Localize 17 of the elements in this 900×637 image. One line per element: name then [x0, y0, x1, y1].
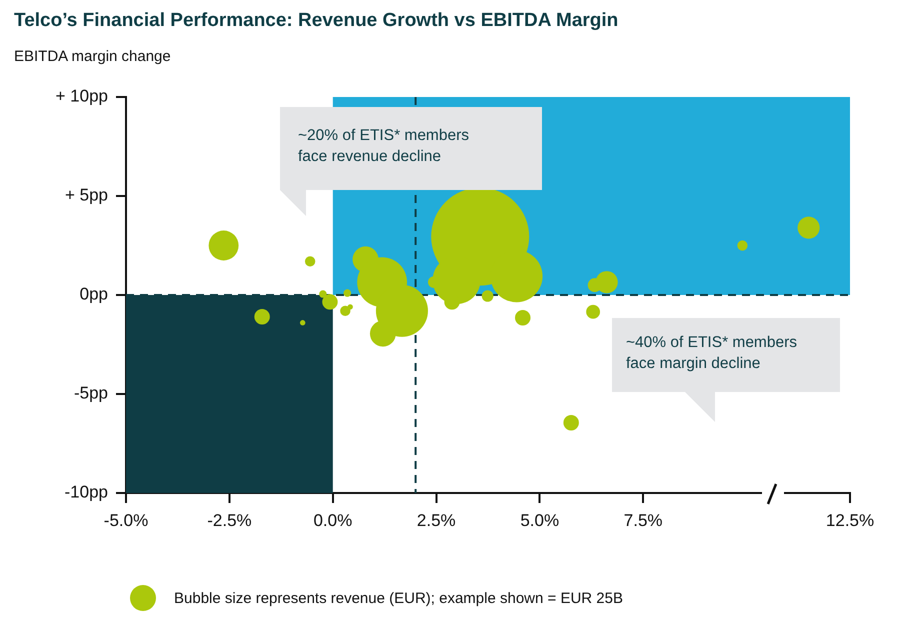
y-tick-label: -10pp — [64, 482, 108, 502]
x-tick-label: -5.0% — [104, 510, 148, 530]
y-axis-title: EBITDA margin change — [14, 48, 171, 65]
y-tick-label: + 10pp — [56, 86, 108, 106]
x-tick-label: 12.5% — [826, 510, 874, 530]
callout-box: ~40% of ETIS* members face margin decline — [612, 318, 840, 392]
x-tick-label: -2.5% — [207, 510, 252, 530]
y-tick-label: -5pp — [74, 384, 108, 403]
y-tick-label: 0pp — [80, 284, 108, 304]
x-tick-label: 7.5% — [624, 510, 663, 530]
x-tick-label: 2.5% — [416, 510, 456, 530]
y-tick-label: + 5pp — [64, 186, 108, 205]
x-tick-label: 5.0% — [520, 510, 560, 530]
callout-box: ~20% of ETIS* members face revenue decline — [280, 107, 542, 190]
chart-title: Telco’s Financial Performance: Revenue Growth vs EBITDA Margin — [14, 10, 618, 32]
x-tick-label: 0.0% — [313, 510, 352, 530]
text: Bubble size represents revenue (EUR); example shown = EUR 25B — [174, 590, 623, 606]
